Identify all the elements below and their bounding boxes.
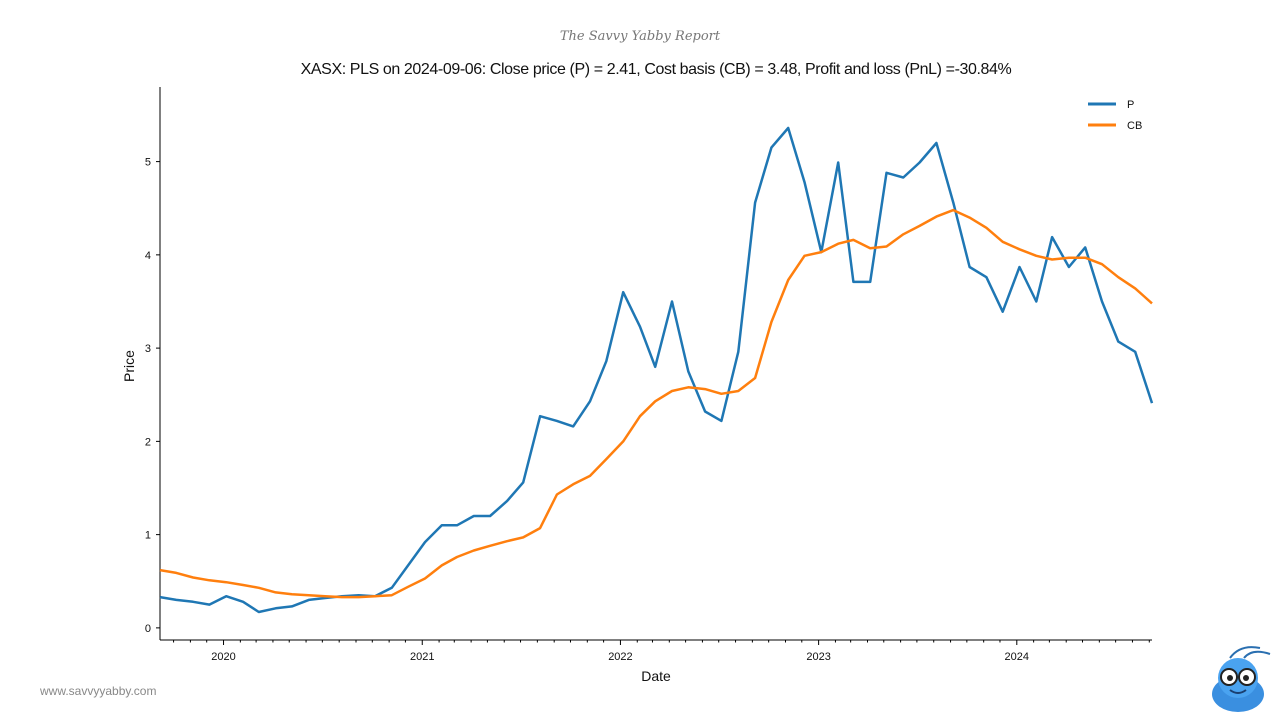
y-tick-label: 2 [145,436,151,448]
y-tick-label: 3 [145,343,151,355]
yabby-logo-icon [1212,646,1271,712]
legend-label-p: P [1127,99,1134,111]
y-tick-label: 5 [145,157,151,169]
x-tick-label: 2023 [806,651,830,663]
website-link[interactable]: www.savvyyabby.com [40,684,157,698]
x-tick-label: 2024 [1005,651,1029,663]
legend-label-cb: CB [1127,120,1142,132]
series-lines [159,126,1154,614]
y-tick-label: 0 [145,623,151,635]
x-tick-label: 2020 [211,651,235,663]
y-axis-label: Price [121,350,137,382]
series-line-cb [159,208,1153,599]
chart-title: XASX: PLS on 2024-09-06: Close price (P)… [300,61,1012,78]
y-tick-label: 4 [145,250,151,262]
brand-header: The Savvy Yabby Report [559,29,721,44]
x-tick-label: 2022 [608,651,632,663]
series-line-p [159,126,1154,614]
x-axis-label: Date [641,668,671,684]
legend: P CB [1088,99,1142,132]
axes: 0 1 2 3 4 5 2020 2021 2022 2023 2024 [145,87,1152,663]
y-tick-label: 1 [145,530,151,542]
x-tick-label: 2021 [410,651,434,663]
